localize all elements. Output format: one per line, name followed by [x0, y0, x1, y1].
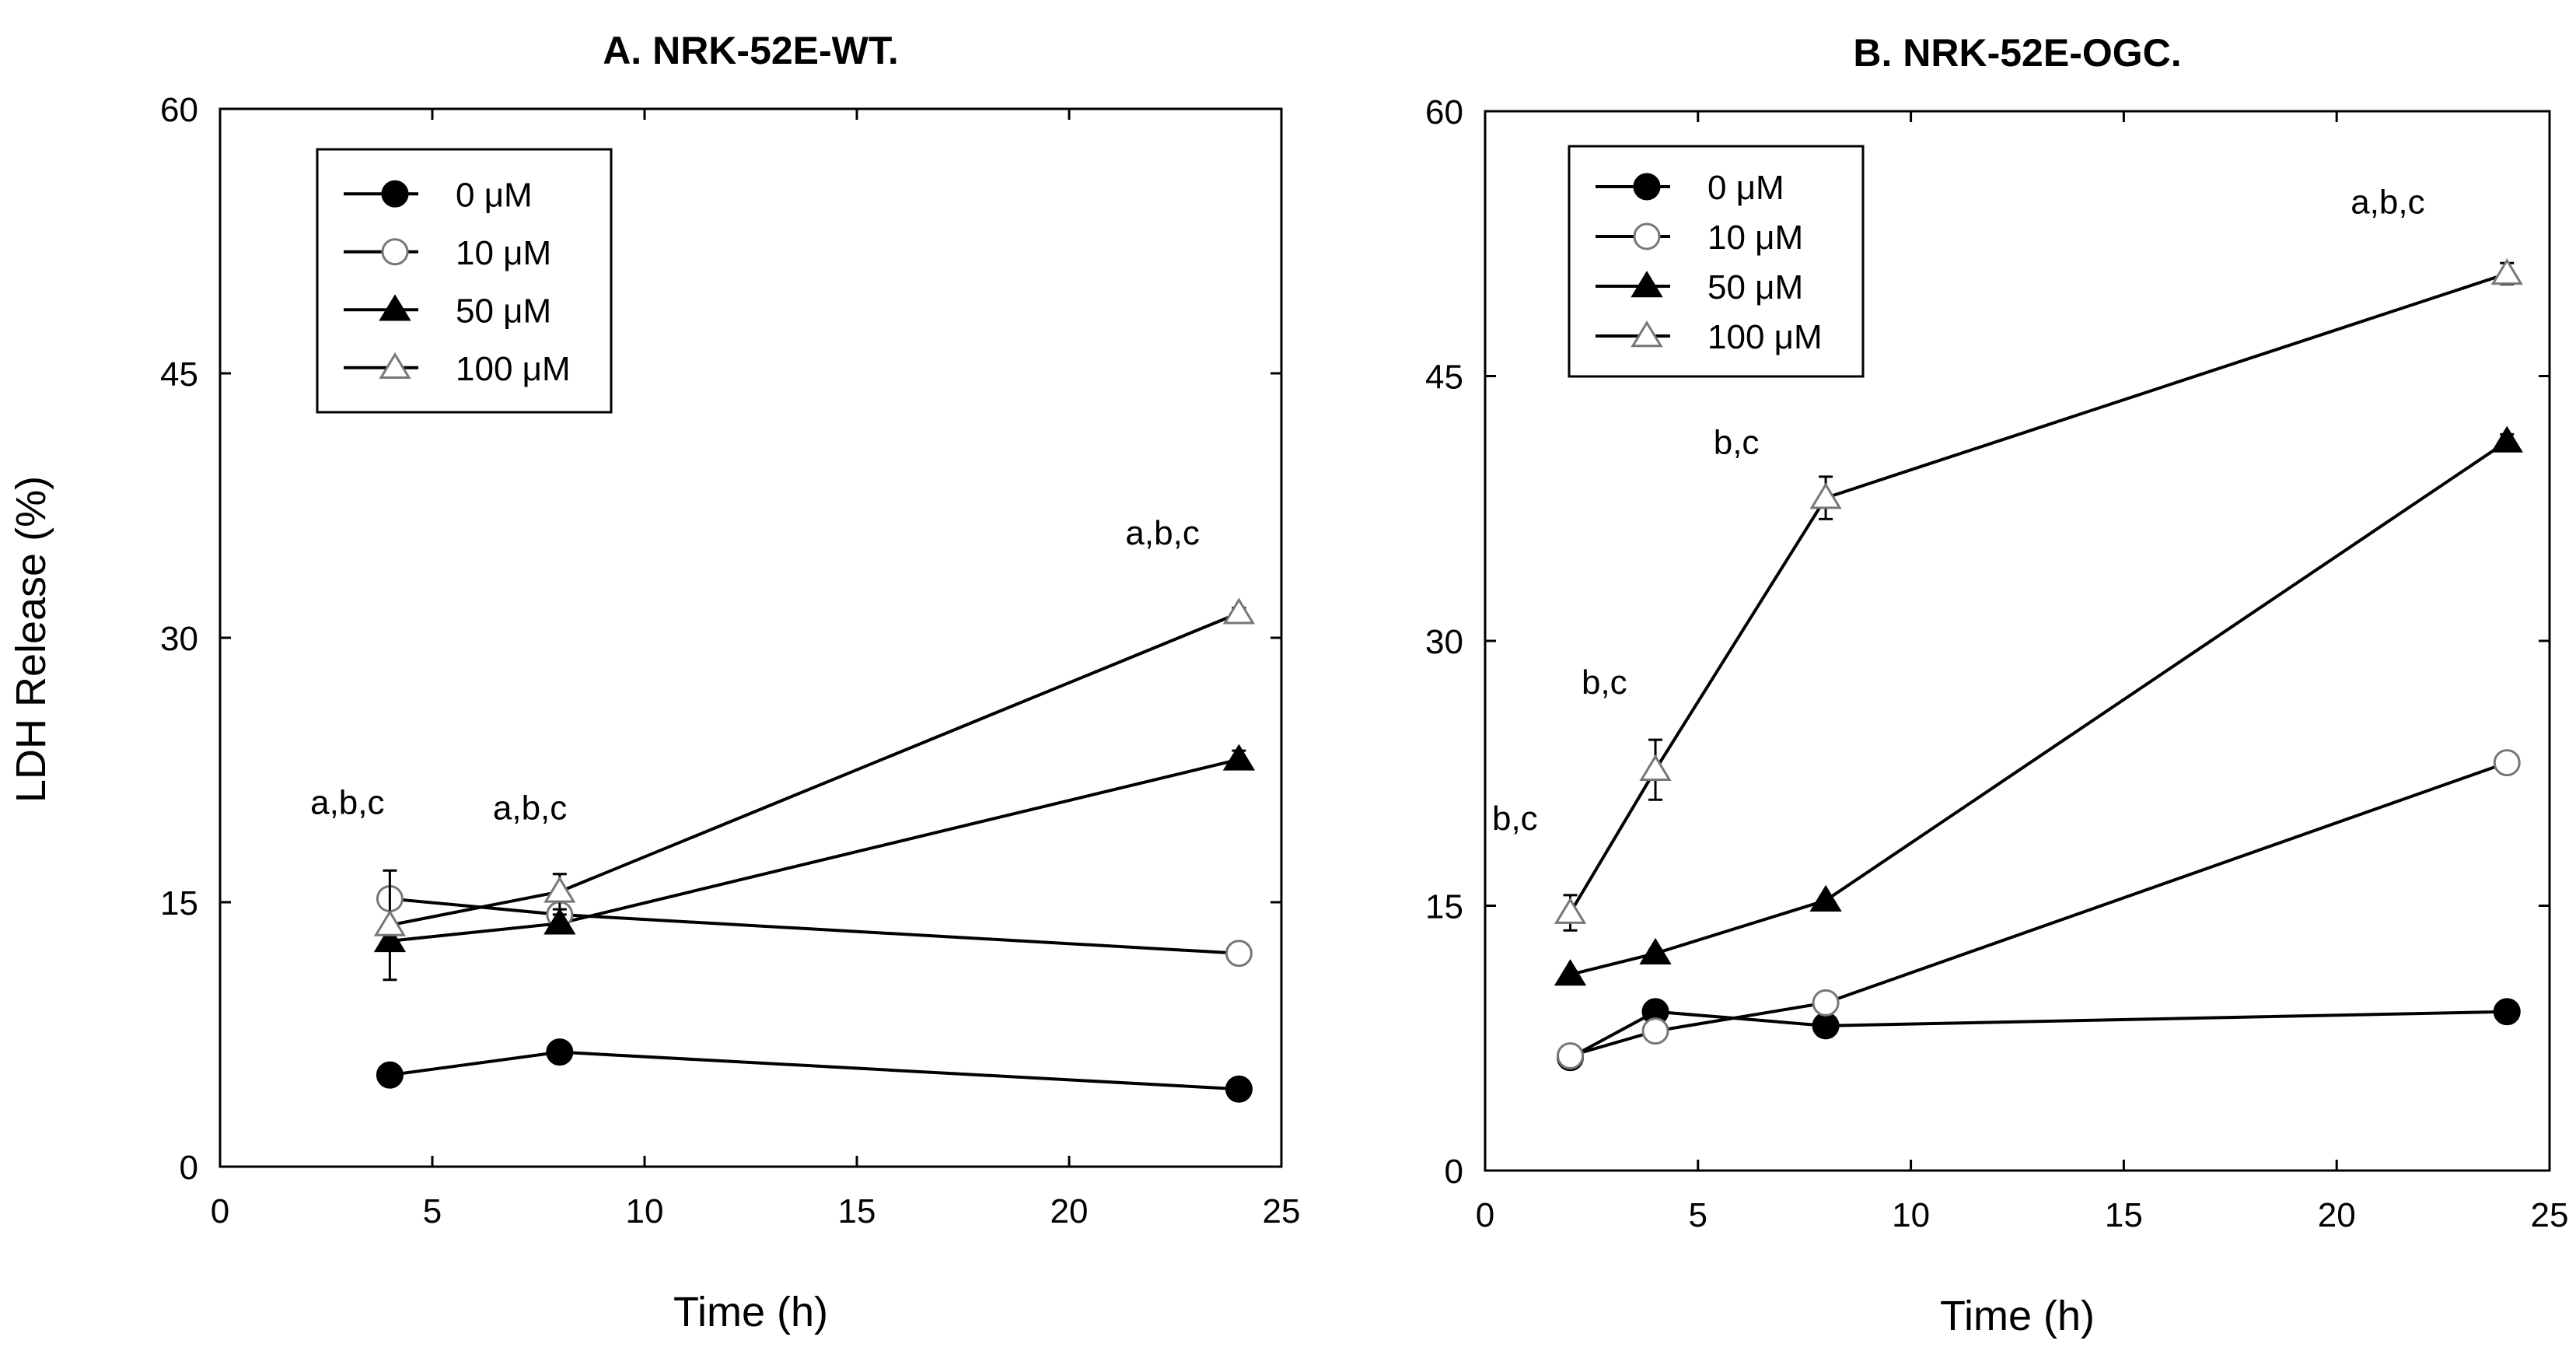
- x-tick-label: 0: [1476, 1196, 1494, 1234]
- annotation-label: a,b,c: [2351, 184, 2424, 222]
- x-tick-label: 10: [626, 1192, 664, 1230]
- x-tick-label: 15: [2105, 1196, 2143, 1234]
- data-point: [544, 876, 576, 903]
- x-tick-label: 25: [1263, 1192, 1301, 1230]
- y-tick-label: 30: [1425, 623, 1463, 661]
- data-point: [2490, 425, 2523, 453]
- annotation-label: b,c: [1714, 423, 1760, 461]
- legend-marker: [379, 294, 411, 321]
- legend-label: 10 μM: [1707, 219, 1803, 257]
- data-point: [2493, 998, 2521, 1026]
- data-point: [2493, 749, 2521, 777]
- y-tick-label: 45: [1425, 359, 1463, 397]
- chart-title: B. NRK-52E-OGC.: [1853, 31, 2181, 75]
- data-point: [546, 1038, 574, 1066]
- data-point: [376, 1061, 404, 1089]
- legend-label: 50 μM: [456, 292, 551, 330]
- data-point: [2490, 257, 2523, 285]
- data-point: [1812, 1012, 1840, 1040]
- legend-marker: [381, 238, 409, 266]
- x-tick-label: 15: [838, 1192, 876, 1230]
- x-tick-label: 10: [1892, 1196, 1930, 1234]
- annotation-label: a,b,c: [310, 784, 384, 822]
- x-axis-title: Time (h): [1940, 1293, 2095, 1339]
- x-tick-label: 5: [1689, 1196, 1707, 1234]
- annotation-label: b,c: [1582, 663, 1627, 702]
- y-tick-label: 45: [160, 355, 198, 394]
- y-tick-label: 15: [160, 884, 198, 922]
- x-axis-title: Time (h): [673, 1289, 828, 1335]
- data-point: [1641, 1017, 1669, 1045]
- data-point: [1639, 937, 1672, 965]
- y-tick-label: 60: [160, 91, 198, 129]
- chart-panel-b: B. NRK-52E-OGC. 0 5 10 15 20 25 0 15 30 45 60 Time (…: [1425, 31, 2568, 1339]
- x-tick-label: 5: [423, 1192, 442, 1230]
- x-tick-label: 25: [2531, 1196, 2569, 1234]
- legend-label: 10 μM: [456, 234, 551, 272]
- legend-marker: [1631, 320, 1663, 348]
- annotation-label: a,b,c: [1125, 514, 1199, 552]
- chart-panel-a: A. NRK-52E-WT. 0 5 10 15 20 25 0 15 30 45 60 Time (h…: [160, 29, 1300, 1335]
- x-tick-label: 0: [211, 1192, 229, 1230]
- annotation-label: a,b,c: [493, 789, 567, 827]
- series-line: [390, 1050, 1239, 1091]
- data-point: [1809, 482, 1842, 509]
- x-tick-label: 20: [2318, 1196, 2356, 1234]
- series-line: [390, 611, 1240, 927]
- legend-label: 0 μM: [1707, 169, 1784, 207]
- data-point: [1222, 597, 1256, 625]
- legend-marker: [381, 180, 409, 208]
- legend-label: 0 μM: [456, 176, 533, 214]
- data-point: [1557, 1041, 1585, 1069]
- series-line: [1568, 271, 2508, 914]
- data-point: [1554, 897, 1587, 924]
- data-point: [373, 909, 407, 936]
- annotation-label: b,c: [1492, 800, 1538, 838]
- legend-label: 100 μM: [1707, 318, 1823, 356]
- data-point: [1225, 940, 1253, 968]
- y-axis-title: LDH Release (%): [8, 476, 54, 803]
- y-tick-label: 15: [1425, 888, 1463, 926]
- y-tick-label: 30: [160, 620, 198, 658]
- data-point: [1222, 744, 1256, 771]
- legend-marker: [1633, 222, 1661, 250]
- legend-marker: [1631, 271, 1663, 298]
- x-tick-label: 20: [1050, 1192, 1089, 1230]
- data-point: [1809, 884, 1842, 912]
- series-line: [1569, 761, 2508, 1058]
- data-point: [1225, 1075, 1253, 1103]
- legend-label: 100 μM: [456, 350, 571, 388]
- series-line: [1570, 439, 2508, 976]
- data-point: [1554, 959, 1587, 986]
- legend-box: [1568, 145, 1865, 378]
- data-point: [544, 908, 576, 935]
- legend-label: 50 μM: [1707, 268, 1803, 306]
- legend-marker: [1633, 173, 1661, 201]
- series-line: [1569, 1010, 2508, 1059]
- legend-marker: [379, 352, 411, 379]
- chart-title: A. NRK-52E-WT.: [603, 29, 899, 72]
- data-point: [1639, 754, 1672, 781]
- series-line: [390, 897, 1239, 955]
- data-point: [1812, 989, 1840, 1017]
- y-tick-label: 60: [1425, 93, 1463, 131]
- y-tick-label: 0: [1445, 1153, 1463, 1191]
- y-tick-label: 0: [180, 1149, 198, 1187]
